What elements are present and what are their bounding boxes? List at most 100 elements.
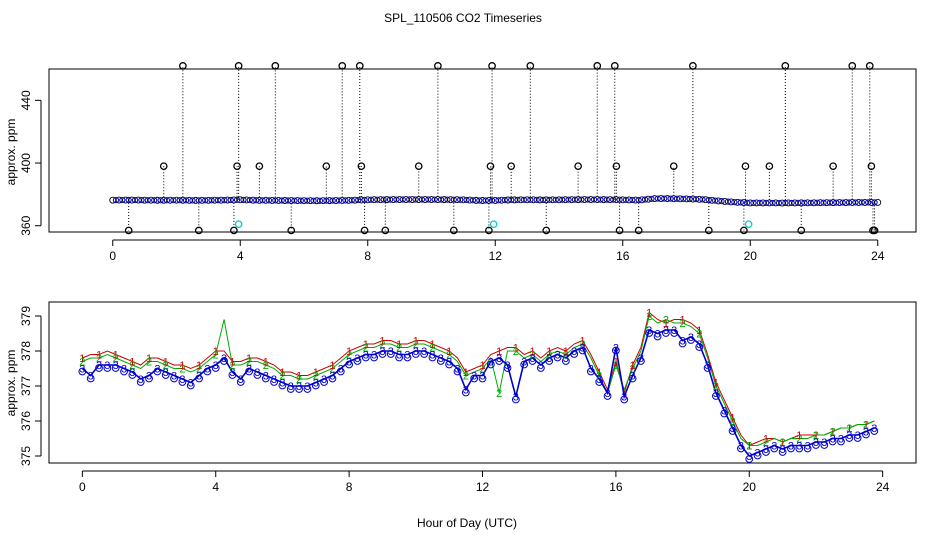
series-3-circle bbox=[103, 364, 112, 372]
series-2-marker: 2 bbox=[329, 364, 335, 376]
series-2-marker: 2 bbox=[263, 360, 269, 372]
top-x-tick-label: 16 bbox=[616, 249, 630, 263]
series-3-marker: 3 bbox=[179, 374, 185, 386]
top-x-tick-label: 0 bbox=[109, 249, 116, 263]
series-2-marker: 2 bbox=[579, 339, 585, 351]
series-3-circle bbox=[386, 350, 395, 358]
smoothed-point bbox=[138, 197, 145, 204]
smoothed-point bbox=[559, 196, 566, 203]
series-3-marker: 3 bbox=[371, 350, 377, 362]
series-3-marker: 3 bbox=[838, 434, 844, 446]
series-3-marker: 3 bbox=[354, 353, 360, 365]
series-2-marker: 2 bbox=[229, 360, 235, 372]
smoothed-point bbox=[170, 197, 177, 204]
series-3-circle bbox=[678, 339, 687, 348]
spike-point bbox=[740, 226, 748, 235]
smoothed-point bbox=[119, 196, 126, 204]
smoothed-point bbox=[871, 199, 878, 206]
series-3-marker: 3 bbox=[346, 357, 352, 369]
series-3-circle bbox=[762, 448, 770, 456]
series-3-marker: 3 bbox=[721, 406, 727, 418]
series-3-marker: 3 bbox=[680, 336, 686, 348]
series-3-marker: 3 bbox=[771, 441, 777, 453]
series-3-circle bbox=[503, 364, 512, 372]
series-3-marker: 3 bbox=[655, 329, 661, 341]
smoothed-point bbox=[858, 199, 865, 206]
series-3-marker: 3 bbox=[830, 434, 836, 446]
series-3-circle bbox=[687, 336, 695, 344]
smoothed-point bbox=[724, 198, 732, 205]
series-3-circle bbox=[770, 444, 779, 453]
spike-point bbox=[255, 162, 264, 171]
top-y-axis: 360 400 440 bbox=[19, 90, 42, 236]
series-3-marker: 3 bbox=[329, 371, 335, 383]
series-1-marker: 1 bbox=[529, 346, 535, 358]
series-3-circle bbox=[320, 378, 329, 386]
series-3-marker: 3 bbox=[363, 350, 369, 362]
spike-point bbox=[615, 226, 624, 235]
smoothed-point bbox=[533, 196, 540, 203]
smoothed-point bbox=[208, 197, 215, 204]
smoothed-point bbox=[775, 199, 783, 207]
series-2-marker: 2 bbox=[196, 364, 202, 376]
series-3-circle bbox=[653, 332, 662, 341]
series-3-marker: 3 bbox=[196, 371, 202, 383]
series-3-marker: 3 bbox=[871, 423, 877, 435]
series-3-circle bbox=[520, 360, 529, 369]
spike-point bbox=[669, 162, 678, 171]
figure-title: SPL_110506 CO2 Timeseries bbox=[384, 11, 542, 25]
spike-point bbox=[865, 62, 874, 70]
series-2-marker: 2 bbox=[113, 353, 119, 365]
series-1-marker: 1 bbox=[813, 430, 819, 442]
series-3-circle bbox=[303, 385, 312, 393]
series-3-marker: 3 bbox=[238, 374, 244, 386]
series-2-marker: 2 bbox=[813, 430, 819, 442]
spike-point bbox=[526, 62, 535, 70]
series-2-marker: 2 bbox=[830, 427, 836, 439]
series-3-marker: 3 bbox=[138, 374, 144, 386]
baseline-point bbox=[874, 198, 882, 206]
series-3-marker: 3 bbox=[296, 381, 302, 393]
series-1-marker: 1 bbox=[79, 353, 85, 365]
top-spike-lines bbox=[128, 65, 876, 231]
series-1-marker: 1 bbox=[780, 437, 786, 449]
series-3-marker: 3 bbox=[813, 437, 819, 449]
smoothed-point bbox=[259, 197, 266, 204]
series-3-marker: 3 bbox=[780, 444, 786, 456]
smoothed-point bbox=[176, 197, 183, 204]
series-3-circle bbox=[778, 448, 787, 456]
series-3-circle bbox=[862, 430, 870, 439]
series-1-marker: 1 bbox=[246, 353, 252, 365]
smoothed-point bbox=[814, 199, 821, 206]
series-2-marker: 2 bbox=[379, 339, 385, 351]
spike-point bbox=[870, 226, 879, 235]
series-1-marker: 1 bbox=[396, 339, 402, 351]
series-3-circle bbox=[278, 381, 287, 390]
series-3-marker: 3 bbox=[604, 388, 610, 400]
series-1-marker: 1 bbox=[713, 378, 719, 390]
series-3-circle bbox=[211, 364, 220, 372]
series-2-marker: 2 bbox=[513, 346, 519, 358]
series-2-marker: 2 bbox=[696, 329, 702, 341]
series-1-line bbox=[82, 311, 875, 447]
series-3-marker: 3 bbox=[671, 325, 677, 337]
series-1-marker: 1 bbox=[379, 336, 385, 348]
series-3-circle bbox=[178, 378, 187, 386]
smoothed-point bbox=[635, 197, 642, 204]
series-3-marker: 3 bbox=[863, 427, 869, 439]
series-2-marker: 2 bbox=[246, 357, 252, 369]
series-2-marker: 2 bbox=[313, 371, 319, 383]
smoothed-point bbox=[737, 199, 744, 206]
smoothed-point bbox=[457, 196, 464, 203]
smoothed-point bbox=[195, 197, 202, 204]
smoothed-point bbox=[565, 196, 572, 203]
series-3-circle bbox=[470, 374, 479, 383]
smoothed-point bbox=[202, 197, 209, 204]
smoothed-point bbox=[712, 197, 719, 204]
bottom-x-tick-label: 0 bbox=[79, 480, 86, 494]
spike-point bbox=[486, 162, 495, 171]
series-3-circle bbox=[795, 444, 804, 453]
series-1-marker: 1 bbox=[229, 357, 235, 369]
top-panel: 0 4 8 12 16 20 24 360 400 440 approx. ppm bbox=[4, 62, 917, 263]
